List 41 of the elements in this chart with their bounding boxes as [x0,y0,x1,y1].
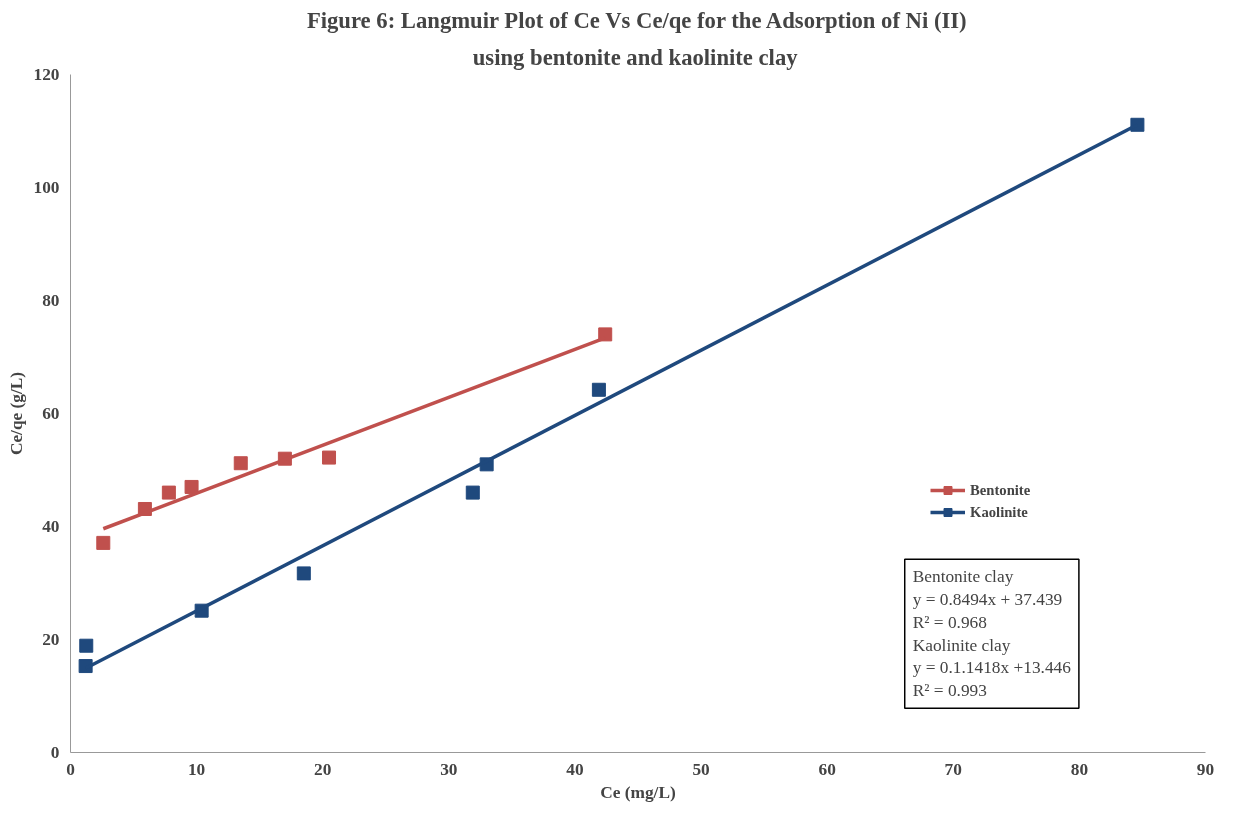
legend-label: Kaolinite [970,503,1028,521]
point [79,638,94,653]
annotation: y = 0.8494x + 37.439 [912,590,1063,610]
chart-subtitle: using bentonite and kaolinite clay [472,44,799,70]
x-tick-label: 40 [566,759,584,779]
y-tick-label: 0 [50,743,60,762]
annotation: R² = 0.993 [912,681,987,701]
x-tick-label: 20 [314,759,332,779]
annotation: Bentonite clay [912,567,1014,587]
point [598,327,613,342]
annotation: Kaolinite clay [912,635,1011,655]
y-tick-label: 100 [33,178,60,197]
chart-title: Figure 6: Langmuir Plot of Ce Vs Ce/qe for the Adsorption of Ni (II) [306,7,967,33]
point [78,659,93,674]
y-axis-title: Ce/qe (g/L) [6,371,26,456]
point [184,479,199,494]
x-tick-label: 80 [1070,759,1089,779]
y-tick-label: 20 [42,630,60,649]
y-tick-label: 60 [42,404,60,423]
x-tick-label: 70 [944,759,962,779]
y-tick-label: 40 [42,517,60,536]
point [322,450,337,465]
x-tick-label: 30 [440,759,458,779]
point [296,566,311,581]
annotation: y = 0.1.1418x +13.446 [912,658,1072,678]
x-tick-label: 50 [692,759,710,779]
x-tick-label: 90 [1196,759,1215,779]
legend-label: Bentonite [970,481,1031,499]
point [465,485,480,500]
point [591,382,606,397]
x-axis-title: Ce (mg/L) [600,782,676,802]
point [1130,117,1145,132]
y-tick-label: 80 [42,291,60,310]
point [96,535,111,550]
point [233,456,248,471]
annotation: R² = 0.968 [912,612,987,632]
x-tick-label: 60 [818,759,836,779]
y-tick-label: 120 [33,65,60,84]
point [161,485,176,500]
x-tick-label: 10 [187,759,206,779]
x-tick-label: 0 [66,759,75,779]
